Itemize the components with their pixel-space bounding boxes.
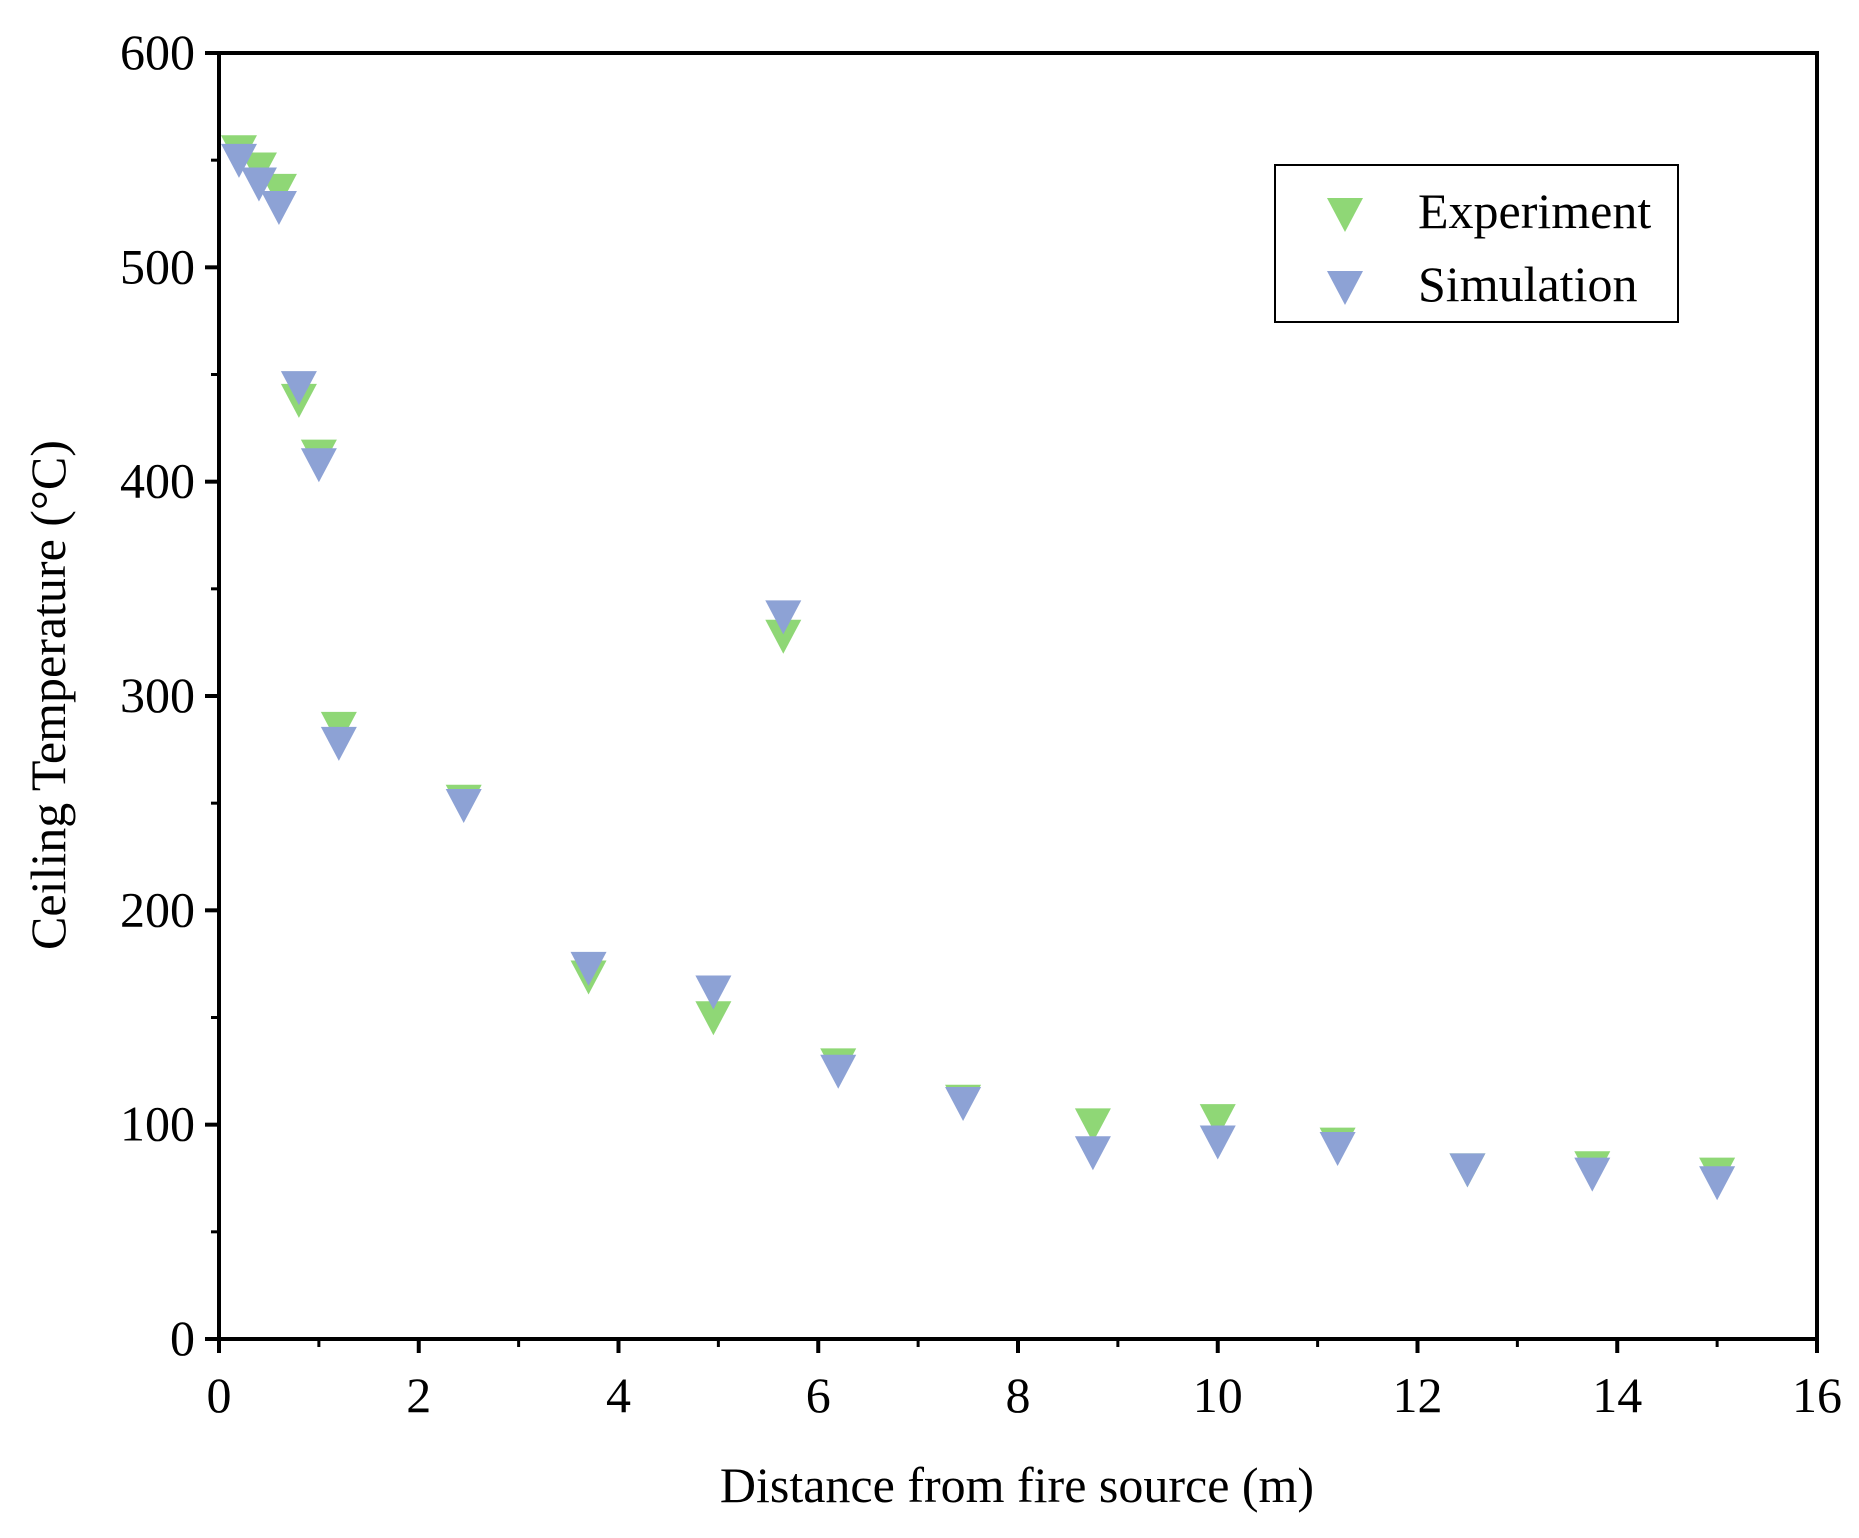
data-point-simulation [1199, 1125, 1236, 1160]
data-point-simulation [695, 975, 732, 1010]
legend: Experiment Simulation [1274, 164, 1679, 323]
data-point-simulation [1074, 1136, 1111, 1171]
data-point-simulation [240, 167, 277, 202]
y-tick-label: 100 [120, 1096, 195, 1152]
data-point-simulation [445, 789, 482, 824]
data-point-simulation [1449, 1153, 1486, 1188]
data-point-simulation [220, 143, 257, 178]
legend-label-experiment: Experiment [1418, 183, 1651, 239]
data-point-simulation [820, 1054, 857, 1089]
data-point-simulation [765, 600, 802, 635]
data-point-simulation [300, 448, 337, 483]
data-point-simulation [280, 371, 317, 406]
x-tick-label: 14 [1592, 1367, 1642, 1423]
data-point-experiment [1199, 1104, 1236, 1139]
x-tick-label: 12 [1393, 1367, 1443, 1423]
data-point-experiment [1074, 1108, 1111, 1143]
y-tick-label: 300 [120, 667, 195, 723]
legend-label-simulation: Simulation [1418, 256, 1637, 312]
y-tick-label: 200 [120, 881, 195, 937]
y-tick-label: 0 [170, 1310, 195, 1366]
y-axis-ticks: 0 100 200 300 400 500 600 [120, 24, 219, 1366]
data-point-experiment [695, 1001, 732, 1036]
data-point-experiment [765, 619, 802, 654]
plot-frame [217, 51, 1819, 1341]
legend-marker-simulation [1327, 271, 1363, 305]
y-axis-title: Ceiling Temperature (°C) [20, 440, 76, 950]
x-tick-label: 8 [1006, 1367, 1031, 1423]
y-tick-label: 600 [120, 24, 195, 80]
data-point-simulation [570, 951, 607, 986]
x-tick-label: 0 [207, 1367, 232, 1423]
x-tick-label: 2 [406, 1367, 431, 1423]
y-tick-label: 500 [120, 238, 195, 294]
data-point-simulation [1699, 1166, 1736, 1201]
x-tick-label: 16 [1792, 1367, 1842, 1423]
x-tick-label: 6 [806, 1367, 831, 1423]
data-point-simulation [1574, 1157, 1611, 1192]
x-tick-label: 4 [606, 1367, 631, 1423]
data-point-simulation [320, 726, 357, 761]
legend-marker-experiment [1327, 198, 1363, 232]
x-tick-label: 10 [1193, 1367, 1243, 1423]
data-point-simulation [260, 191, 297, 226]
data-points [220, 135, 1736, 1201]
data-point-simulation [1319, 1131, 1356, 1166]
data-point-simulation [945, 1086, 982, 1121]
data-point-experiment [260, 173, 297, 208]
y-tick-label: 400 [120, 453, 195, 509]
x-axis-title: Distance from fire source (m) [720, 1457, 1314, 1513]
x-axis-ticks: 0 2 4 6 8 10 12 14 16 [207, 1339, 1842, 1423]
series-simulation [220, 143, 1736, 1201]
